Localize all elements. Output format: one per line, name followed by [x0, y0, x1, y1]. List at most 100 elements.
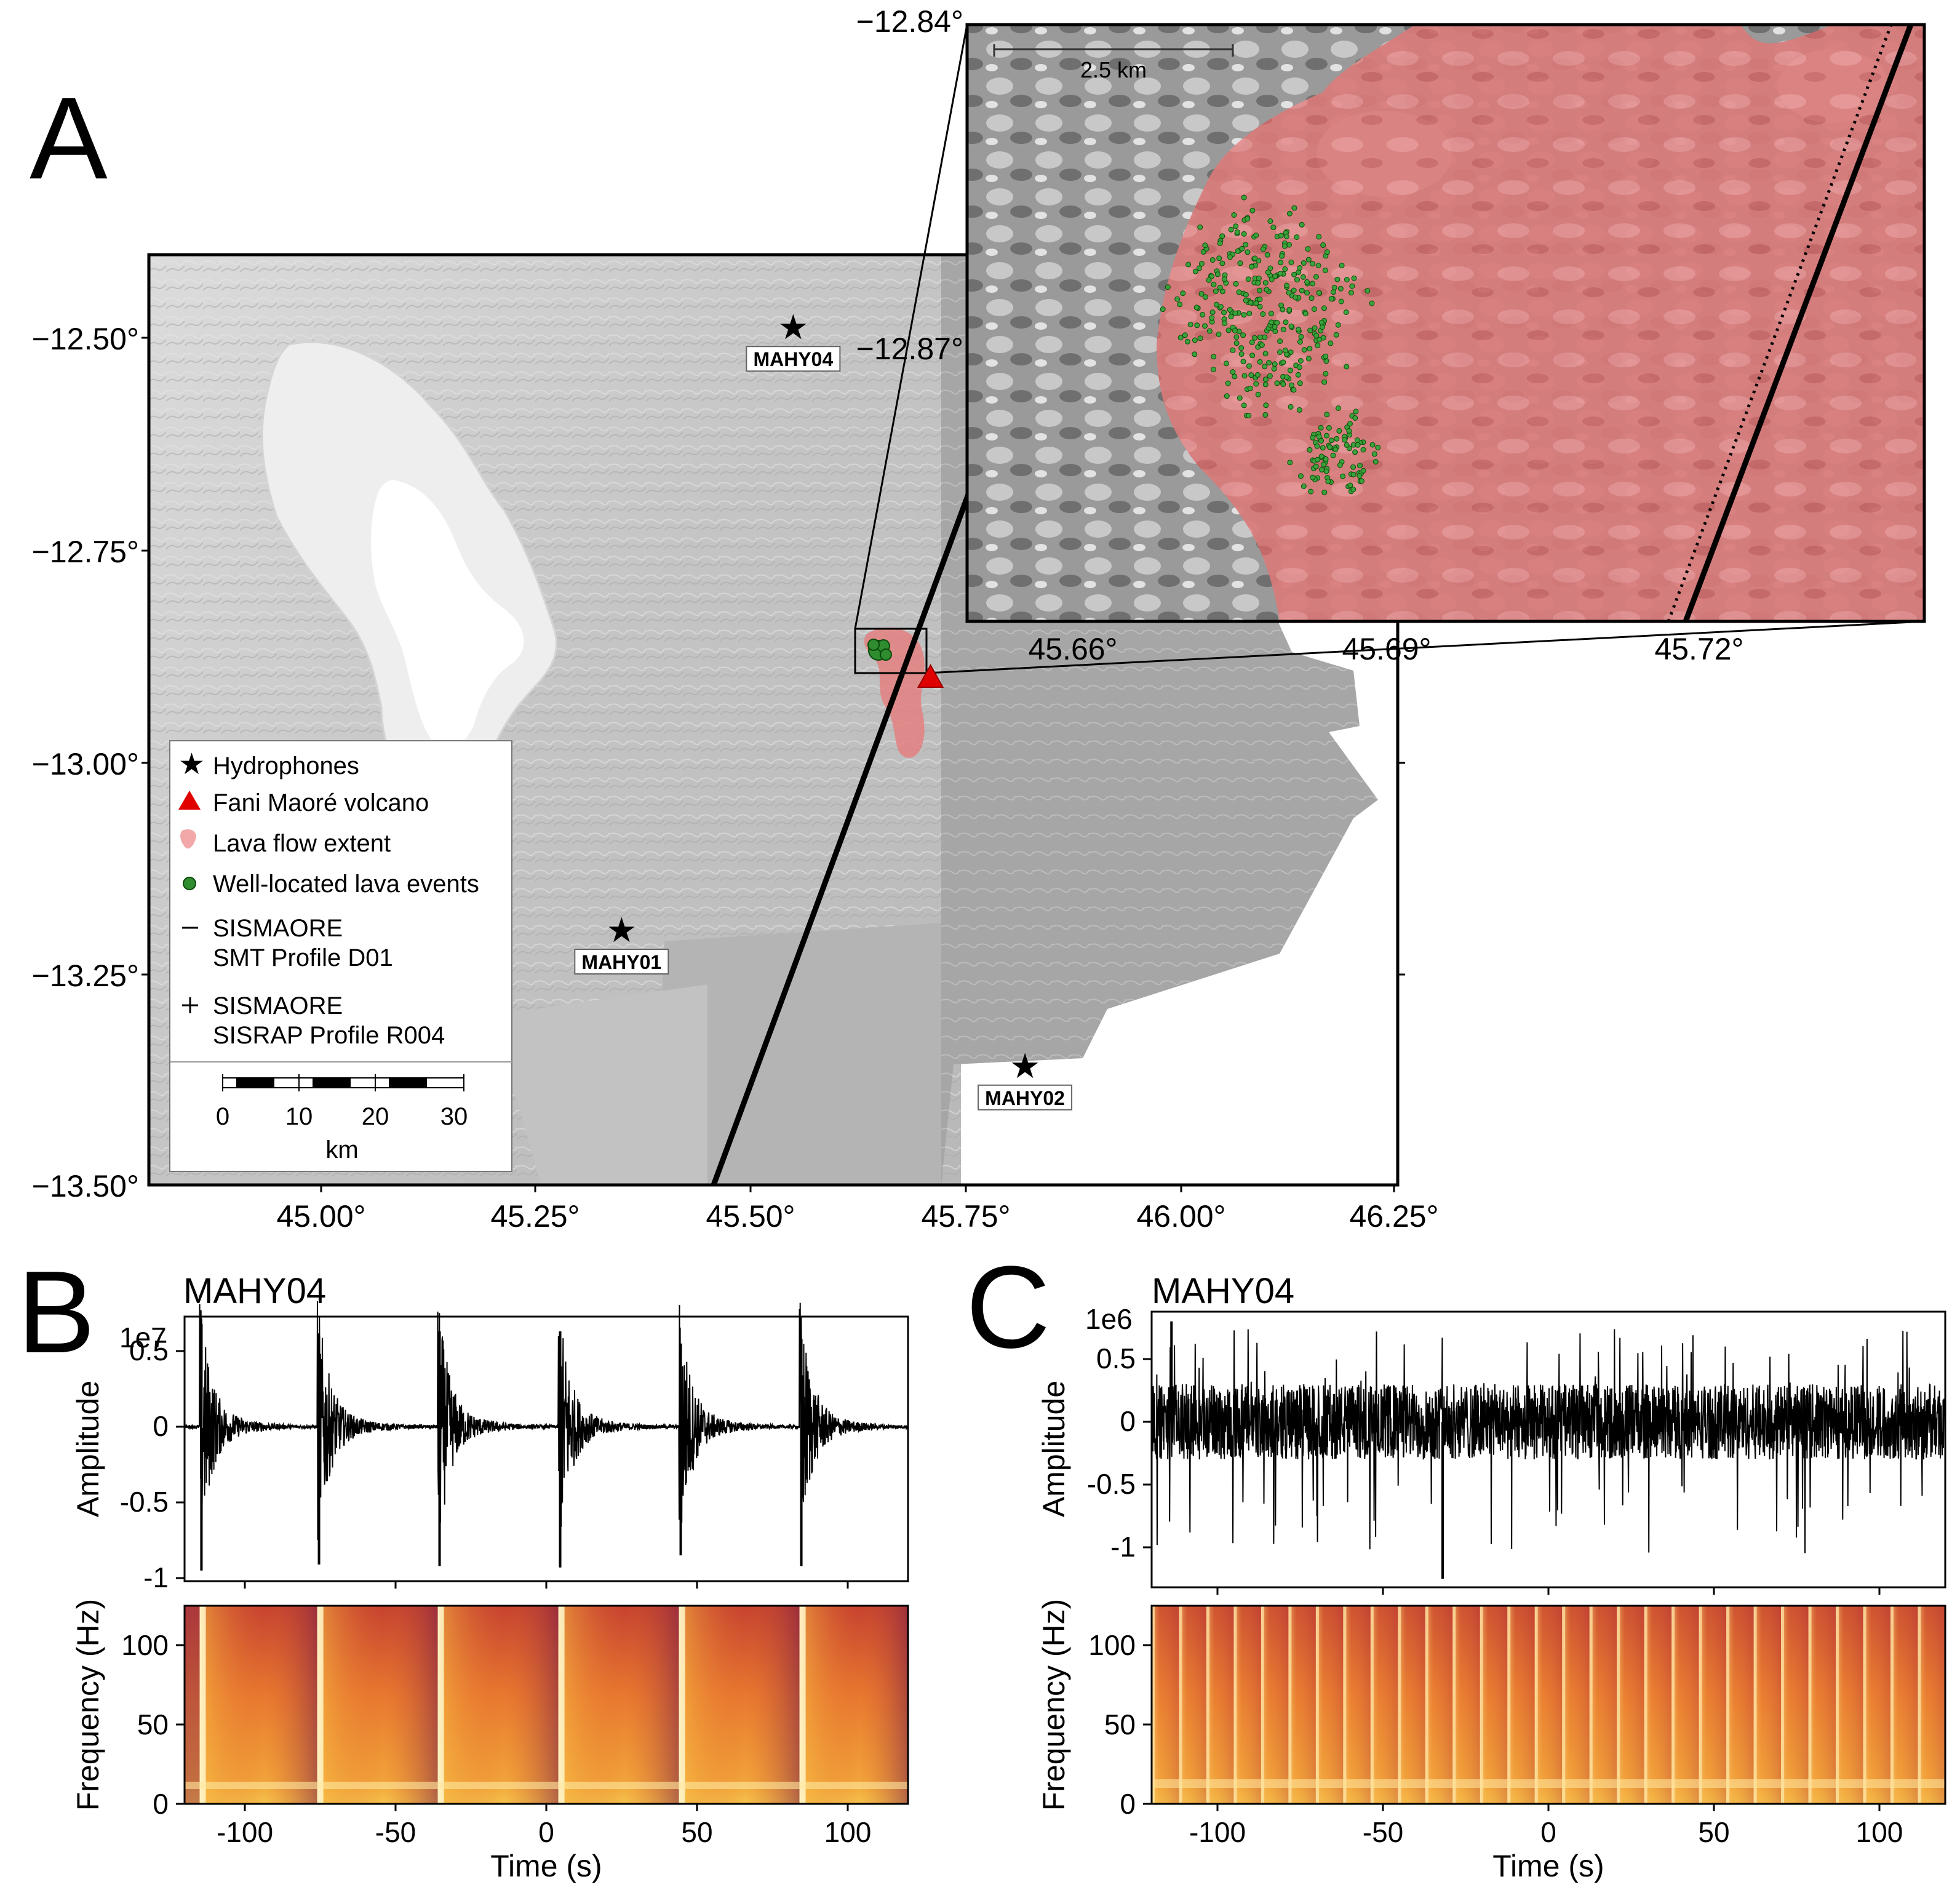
lava-event-point — [1216, 255, 1222, 261]
panel-b-title: MAHY04 — [183, 1271, 326, 1311]
spectrogram-onset — [1152, 1606, 1155, 1804]
lava-event-point — [1257, 303, 1263, 309]
spectrogram-onset — [1425, 1606, 1428, 1804]
lava-event-point — [1269, 311, 1274, 317]
panel-c: C MAHY04 1e6 0.5 0 -0.5 -1 Amplitude — [966, 1242, 1946, 1883]
lava-event-point — [1213, 301, 1219, 308]
lava-event-point — [1246, 363, 1252, 369]
zoom-connector-top — [854, 24, 968, 629]
lava-event-point — [1270, 225, 1277, 231]
spectrogram-b-ylabel: Frequency (Hz) — [71, 1599, 105, 1811]
lava-event-point — [1228, 314, 1234, 320]
inset-scale-label: 2.5 km — [1080, 57, 1147, 82]
lava-event-point — [1309, 261, 1315, 267]
lava-event-point — [1160, 306, 1166, 313]
lava-event-point — [1302, 311, 1309, 317]
spectrogram-b-yaxis: 0 50 100 Frequency (Hz) — [71, 1599, 185, 1820]
station-label-box — [746, 346, 841, 372]
spectrogram-segment — [1179, 1606, 1206, 1804]
lava-event-point — [1325, 478, 1331, 484]
lava-event-point — [1280, 381, 1286, 387]
hydrophone-star-icon: ★ — [606, 911, 637, 949]
spectrogram-onset — [1261, 1606, 1264, 1804]
lava-event-point — [1346, 428, 1352, 434]
ytick-label: 0 — [1120, 1405, 1136, 1437]
lava-event-point — [1339, 263, 1345, 269]
lava-event-point — [1315, 457, 1321, 463]
lava-event-point — [1295, 372, 1301, 378]
lava-event-point — [1225, 380, 1231, 386]
spectrogram-onset — [1288, 1606, 1292, 1804]
lava-event-point — [1259, 342, 1265, 348]
lava-event-point — [1211, 354, 1217, 360]
lava-event-point — [1343, 309, 1349, 315]
lava-event-point — [1334, 276, 1341, 282]
lava-event-point — [1357, 463, 1363, 469]
station-label: MAHY02 — [985, 1087, 1065, 1109]
volcano-marker — [917, 663, 944, 688]
lava-event-point — [1245, 276, 1251, 282]
ytick-label: 50 — [1104, 1709, 1136, 1740]
spectrogram-b — [185, 1606, 908, 1804]
lava-event-point — [1209, 309, 1216, 316]
lava-event-point — [1271, 365, 1277, 372]
lava-event-point — [1323, 433, 1329, 439]
spectrogram-segment — [1480, 1606, 1508, 1804]
xtick-label: -100 — [1189, 1816, 1246, 1848]
legend-smt-1: SISMAORE — [213, 915, 343, 942]
lava-event-point — [1296, 327, 1302, 333]
lat-tick-label: −12.75° — [32, 535, 139, 569]
inset-lat-label: −12.87° — [856, 332, 963, 366]
inset-lava-events — [1160, 194, 1381, 495]
lava-event-point — [1241, 194, 1247, 201]
lava-event-point — [1288, 404, 1294, 410]
lava-event-point — [1282, 243, 1288, 249]
lava-event-point — [1313, 463, 1319, 469]
xtick-label: 50 — [681, 1816, 712, 1848]
lava-event-point — [1288, 382, 1294, 388]
station-label-box — [978, 1084, 1073, 1110]
lava-event-point — [1246, 311, 1253, 317]
lava-event-point — [1324, 249, 1330, 255]
lava-event-point — [1344, 364, 1350, 370]
lava-event-point — [1344, 277, 1350, 282]
map-lava-events — [867, 639, 892, 661]
spectrogram-onset — [1589, 1606, 1593, 1804]
ytick-label: -0.5 — [120, 1486, 169, 1518]
lava-event-point — [1372, 459, 1379, 465]
lon-tick-label: 45.75° — [921, 1199, 1010, 1234]
ytick-label: 0.5 — [129, 1334, 169, 1366]
lava-event-point — [1375, 445, 1381, 450]
lava-event-point — [1320, 445, 1326, 451]
lava-event-point — [1297, 339, 1303, 345]
lava-event-point — [1352, 415, 1358, 421]
lava-event-point — [1206, 328, 1213, 334]
lava-event-point — [1217, 284, 1223, 290]
lava-event-point — [1177, 301, 1183, 308]
lava-event-point — [1241, 373, 1248, 379]
smooth-bathymetry-2 — [492, 984, 707, 1185]
lava-event-point — [1257, 359, 1263, 365]
lava-event-point — [1266, 360, 1272, 365]
spectrogram-segment — [1726, 1606, 1754, 1804]
lava-event-point — [1257, 297, 1263, 302]
map-legend: ★ Hydrophones Fani Maoré volcano Lava fl… — [169, 740, 512, 1172]
lava-event-point — [1262, 381, 1269, 388]
waveform-line — [184, 1301, 909, 1541]
ytick-label: 100 — [121, 1629, 169, 1661]
lava-event-point — [1354, 437, 1360, 443]
lava-event-point — [1284, 374, 1289, 380]
lava-event-point — [1286, 307, 1293, 313]
lava-event-point — [1278, 260, 1284, 266]
lava-event-point — [1301, 483, 1307, 489]
lava-event-point — [1249, 264, 1254, 269]
lava-event-point — [1316, 234, 1322, 240]
lava-event-point — [1227, 254, 1233, 260]
inset-profile-dotted — [1667, 24, 1893, 622]
lava-event-point — [1307, 447, 1313, 453]
lava-event-point — [1310, 434, 1316, 441]
lava-event-point — [1230, 347, 1236, 353]
lava-event-point — [1291, 205, 1297, 211]
xtick-label: -50 — [375, 1816, 416, 1848]
station-label: MAHY04 — [753, 348, 833, 370]
